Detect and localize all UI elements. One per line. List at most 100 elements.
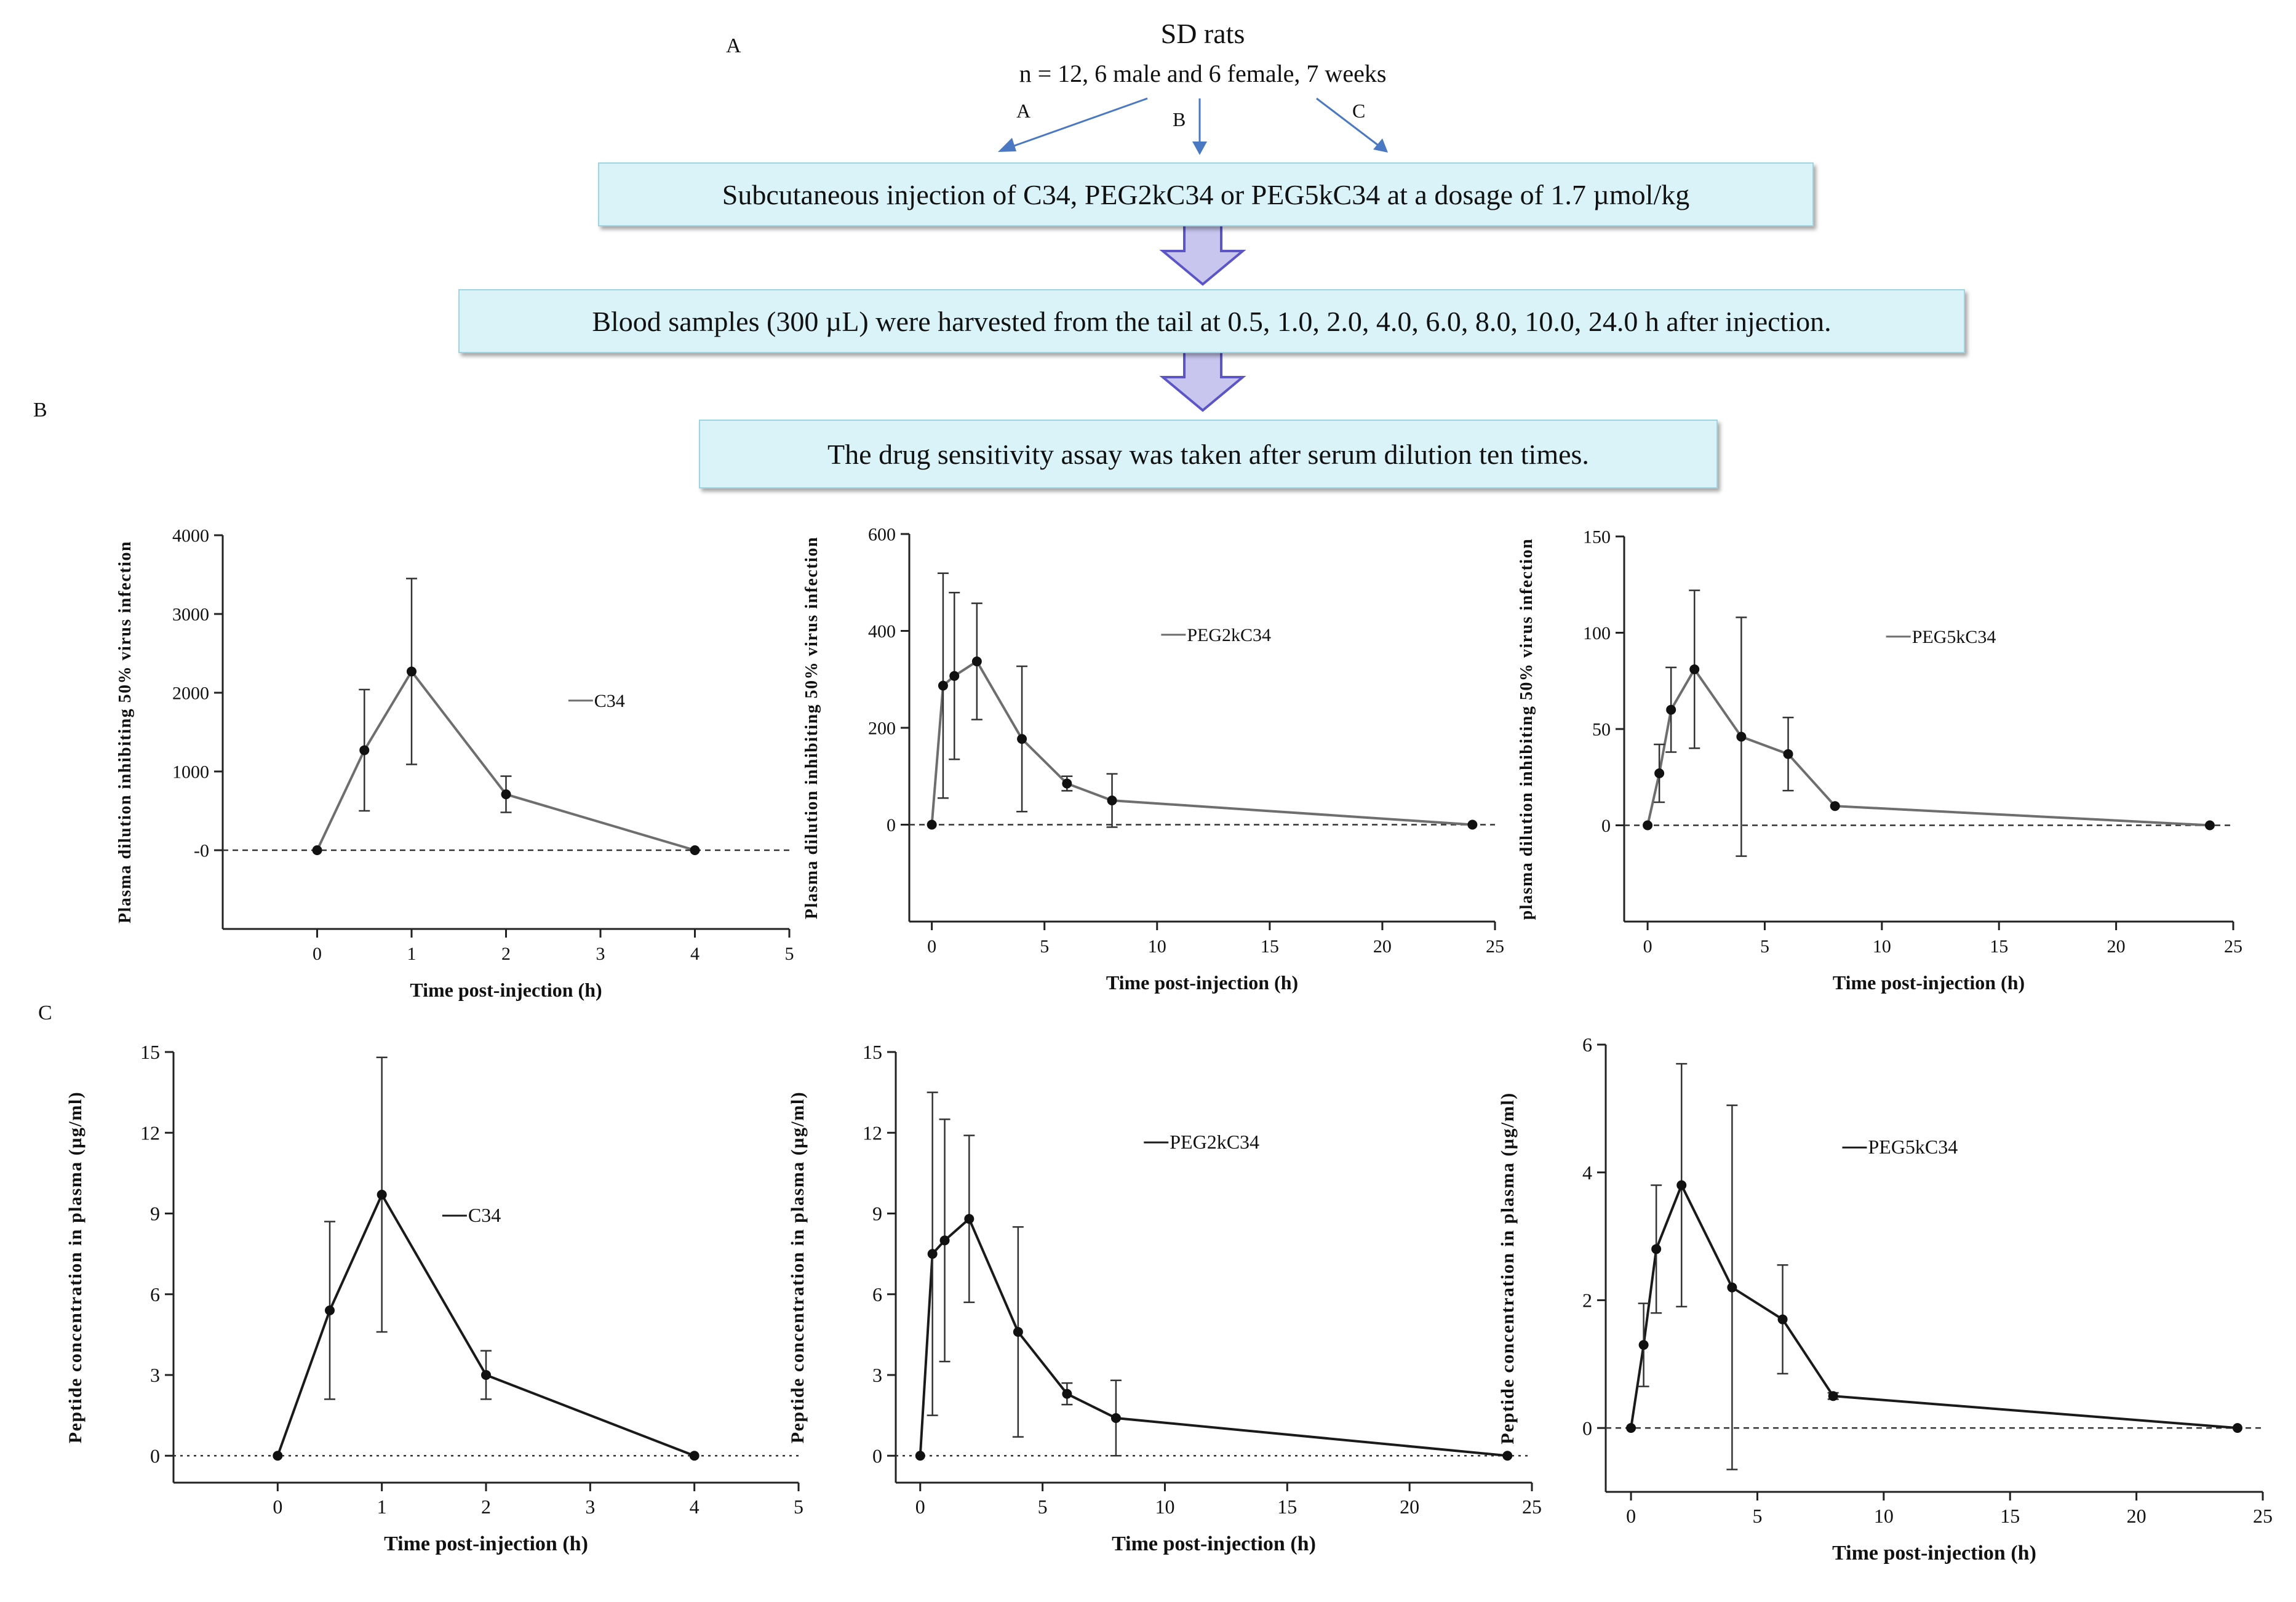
chart-b2-x-axis-label: Time post-injection (h) bbox=[1106, 971, 1298, 994]
chart-c3-x-tick-label: 25 bbox=[2253, 1505, 2273, 1527]
chart-b2-data-point bbox=[927, 819, 937, 830]
chart-c2-legend-label: PEG2kC34 bbox=[1170, 1131, 1259, 1153]
panel-letter-b: B bbox=[33, 399, 47, 421]
chart-b1-legend-label: C34 bbox=[594, 691, 625, 711]
chart-c1-x-tick-label: 0 bbox=[273, 1496, 282, 1518]
chart-c1-y-tick-label: 12 bbox=[140, 1122, 160, 1144]
chart-b2-y-axis-label: Plasma dilution inhibiting 50% virus inf… bbox=[802, 536, 821, 919]
chart-c1-y-tick-label: 15 bbox=[140, 1041, 160, 1063]
chart-b1-y-tick-label: 3000 bbox=[172, 605, 209, 625]
flow-step-assay: The drug sensitivity assay was taken aft… bbox=[699, 420, 1718, 488]
chart-b2-x-tick-label: 0 bbox=[927, 936, 936, 957]
branch-arrow-c bbox=[1316, 97, 1388, 153]
chart-b3-data-point bbox=[1689, 664, 1700, 674]
chart-b2-y-tick-label: 600 bbox=[868, 525, 896, 545]
chart-b1-x-tick-label: 3 bbox=[596, 944, 605, 964]
chart-b3-legend-label: PEG5kC34 bbox=[1912, 627, 1996, 647]
chart-b1-data-point bbox=[501, 789, 511, 800]
chart-b2-data-point bbox=[1107, 795, 1117, 806]
chart-b2-data-point bbox=[1467, 819, 1478, 830]
chart-c2-data-point bbox=[1502, 1451, 1513, 1461]
chart-c2-y-tick-label: 9 bbox=[872, 1203, 882, 1225]
chart-c1-x-tick-label: 5 bbox=[794, 1496, 803, 1518]
chart-c2-data-point bbox=[939, 1235, 950, 1246]
branch-label-c: C bbox=[1352, 100, 1366, 122]
chart-c2-x-axis-label: Time post-injection (h) bbox=[1112, 1532, 1316, 1555]
chart-b3-x-tick-label: 15 bbox=[1990, 936, 2008, 957]
chart-b2-data-point bbox=[971, 656, 982, 667]
chart-c2-series-line bbox=[919, 1216, 1508, 1457]
chart-b2-x-tick-label: 5 bbox=[1040, 936, 1049, 957]
chart-b3-data-point bbox=[1654, 768, 1665, 778]
chart-c2-x-tick-label: 20 bbox=[1400, 1496, 1419, 1518]
chart-b3-y-tick-label: 150 bbox=[1583, 527, 1611, 548]
chart-b3-data-point bbox=[1783, 749, 1793, 759]
chart-c3-data-point bbox=[1651, 1244, 1662, 1254]
chart-b3-y-tick-label: 50 bbox=[1592, 720, 1611, 740]
chart-b2-x-tick-label: 15 bbox=[1261, 936, 1279, 957]
chart-c2-data-point bbox=[964, 1214, 975, 1224]
chart-c2-x-tick-label: 5 bbox=[1038, 1496, 1048, 1518]
chart-c3-x-tick-label: 0 bbox=[1626, 1505, 1636, 1527]
chart-b3-x-axis-label: Time post-injection (h) bbox=[1833, 971, 2025, 994]
chart-b2-y-tick-label: 200 bbox=[868, 719, 896, 739]
chart-c2-y-tick-label: 15 bbox=[863, 1041, 882, 1063]
chart-c3-data-point bbox=[1626, 1423, 1636, 1433]
chart-c2-x-tick-label: 15 bbox=[1277, 1496, 1297, 1518]
chart-c1-y-tick-label: 9 bbox=[150, 1203, 160, 1225]
chart-c2-y-tick-label: 12 bbox=[863, 1122, 882, 1144]
chart-c2-data-point bbox=[927, 1249, 938, 1259]
chart-c1-x-tick-label: 2 bbox=[481, 1496, 491, 1518]
chart-c1-x-tick-label: 3 bbox=[585, 1496, 595, 1518]
chart-b3-y-tick-label: 0 bbox=[1601, 816, 1611, 836]
chart-c1-x-axis-label: Time post-injection (h) bbox=[384, 1532, 588, 1555]
chart-c3-y-tick-label: 2 bbox=[1582, 1289, 1592, 1312]
down-arrow-1 bbox=[1159, 223, 1246, 286]
chart-c3-data-point bbox=[1676, 1180, 1687, 1190]
chart-c1-data-point bbox=[273, 1451, 283, 1461]
chart-c1-x-tick-label: 4 bbox=[690, 1496, 700, 1518]
chart-c3-data-point bbox=[1828, 1391, 1838, 1401]
chart-b1-series-line bbox=[316, 669, 696, 851]
chart-b1-x-axis-label: Time post-injection (h) bbox=[410, 979, 602, 1001]
chart-b3-series-line bbox=[1646, 667, 2210, 827]
chart-b1-y-tick-label: -0 bbox=[194, 841, 209, 861]
chart-c3-legend-label: PEG5kC34 bbox=[1868, 1136, 1958, 1158]
chart-b3-y-tick-label: 100 bbox=[1583, 623, 1611, 644]
chart-b1-x-tick-label: 1 bbox=[407, 944, 417, 964]
chart-b3-x-tick-label: 5 bbox=[1760, 936, 1769, 957]
chart-b1-data-point bbox=[407, 666, 417, 677]
chart-b3-y-axis-label: plasma dilution inhibiting 50% virus inf… bbox=[1517, 538, 1536, 920]
chart-c3-series-line bbox=[1630, 1182, 2238, 1430]
chart-c3-y-tick-label: 0 bbox=[1582, 1417, 1592, 1439]
chart-b1-y-axis-label: Plasma dilution inhibiting 50% virus inf… bbox=[116, 541, 135, 923]
chart-b1-data-point bbox=[312, 845, 322, 855]
chart-b1-x-tick-label: 2 bbox=[501, 944, 511, 964]
chart-b3-x-tick-label: 0 bbox=[1643, 936, 1652, 957]
chart-c1-y-axis-label: Peptide concentration in plasma (µg/ml) bbox=[65, 1091, 86, 1443]
chart-c3-y-tick-label: 6 bbox=[1582, 1034, 1592, 1056]
chart-b2-data-point bbox=[949, 671, 960, 681]
chart-b1-data-point bbox=[690, 845, 700, 855]
chart-b3-data-point bbox=[1666, 704, 1676, 715]
chart-c3-y-tick-label: 4 bbox=[1582, 1162, 1592, 1184]
branch-label-a: A bbox=[1016, 100, 1031, 122]
chart-c3-x-axis-label: Time post-injection (h) bbox=[1832, 1542, 2036, 1564]
chart-c2-x-tick-label: 0 bbox=[915, 1496, 925, 1518]
chart-c2-peg2kc34-concentration: 0 5 10 15 20 25 0 3 6 9 12 15 Time post-injection (h… bbox=[787, 1041, 1542, 1555]
branch-arrow-b bbox=[1192, 98, 1207, 155]
flow-step-injection: Subcutaneous injection of C34, PEG2kC34 … bbox=[598, 162, 1814, 226]
chart-b1-y-tick-label: 2000 bbox=[172, 683, 209, 704]
chart-b3-data-point bbox=[1643, 820, 1653, 831]
chart-c1-data-point bbox=[481, 1370, 491, 1380]
chart-b3-x-tick-label: 20 bbox=[2107, 936, 2126, 957]
flowchart-subtitle: n = 12, 6 male and 6 female, 7 weeks bbox=[1019, 60, 1387, 87]
chart-b3-x-tick-label: 25 bbox=[2224, 936, 2242, 957]
panel-letter-a: A bbox=[726, 34, 741, 57]
chart-c1-y-tick-label: 6 bbox=[150, 1283, 160, 1305]
chart-b2-x-tick-label: 10 bbox=[1148, 936, 1166, 957]
chart-c1-legend-label: C34 bbox=[468, 1204, 501, 1226]
